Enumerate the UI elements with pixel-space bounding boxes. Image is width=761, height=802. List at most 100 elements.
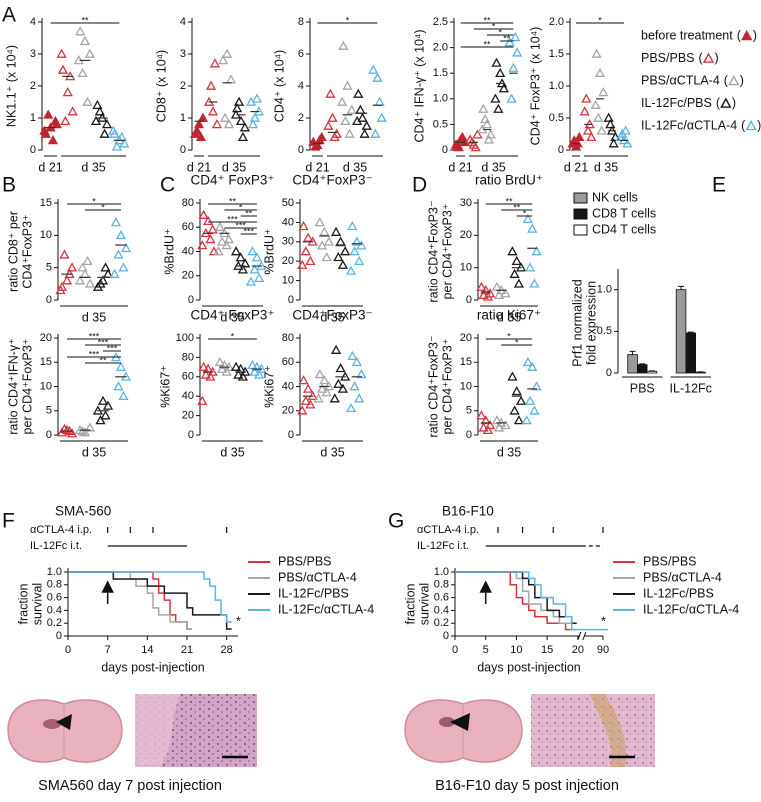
y-axis-label: per CD4⁺FoxP3⁺: [440, 339, 454, 435]
data-point: [320, 228, 328, 235]
data-point: [102, 412, 110, 419]
data-point: [227, 76, 235, 83]
legend-bracket: ): [753, 28, 757, 42]
y-tick-label: 1.0: [597, 284, 612, 296]
y-tick-label: 0: [188, 294, 194, 306]
data-point: [339, 42, 347, 49]
legend-label: PBS/PBS: [278, 554, 332, 568]
y-axis-label: Prf1 normalized: [570, 279, 584, 367]
data-point: [361, 130, 369, 137]
data-point: [221, 114, 229, 121]
y-tick-label: 20: [460, 229, 472, 241]
significance-label: **: [503, 33, 511, 43]
legend-label: PBS/αCTLA-4: [278, 570, 357, 584]
panel-label: F: [2, 510, 15, 533]
y-tick-label: 60: [182, 371, 194, 383]
y-tick-label: 1.5: [433, 67, 448, 79]
data-point: [472, 143, 480, 150]
data-point: [112, 218, 120, 225]
data-point: [117, 363, 125, 370]
y-tick-label: 2.0: [549, 16, 564, 28]
y-tick-label: 0: [188, 429, 194, 441]
data-point: [120, 392, 128, 399]
data-point: [207, 82, 215, 89]
data-point: [483, 120, 491, 127]
survival-curve: [68, 572, 232, 629]
y-tick-label: 10: [460, 262, 472, 274]
data-point: [356, 106, 364, 113]
y-tick-label: 10: [460, 380, 472, 392]
significance-label: ***: [243, 226, 254, 236]
significance-label: **: [483, 39, 491, 49]
y-tick-label: 0: [298, 144, 304, 156]
y-axis-label: NK1.1⁺ (x 10⁴): [4, 45, 18, 127]
data-point: [511, 33, 519, 40]
bar: [686, 333, 696, 373]
y-axis-label: CD4⁺ (x 10⁴): [272, 50, 286, 122]
data-point: [324, 122, 332, 129]
survival-curve: [455, 572, 608, 630]
significance-label: *: [523, 208, 527, 218]
x-axis-label: days post-injection: [101, 660, 205, 674]
significance-label: **: [245, 208, 253, 218]
legend-symbol: [721, 99, 730, 107]
y-tick-label: 0.2: [434, 617, 449, 629]
data-point: [304, 385, 312, 392]
data-point: [376, 98, 384, 105]
histology-caption: SMA560 day 7 post injection: [38, 778, 222, 794]
data-point: [211, 60, 219, 67]
legend-label: PBS/PBS: [641, 51, 695, 65]
schedule-label: IL-12Fc i.t.: [30, 540, 82, 552]
histology-caption: B16-F10 day 5 post injection: [435, 778, 619, 794]
x-tick-label: 14: [141, 644, 153, 656]
data-point: [491, 95, 499, 102]
x-group-label: d 35: [81, 160, 105, 174]
chart-title: CD4⁺FoxP3⁻: [292, 173, 372, 188]
legend-bracket: ): [715, 51, 719, 65]
significance-label: *: [236, 614, 241, 628]
y-axis-label: ratio CD4⁺FoxP3⁻: [426, 335, 440, 437]
y-tick-label: 2: [30, 80, 36, 92]
data-point: [99, 397, 107, 404]
data-point: [111, 270, 119, 277]
data-point: [200, 211, 208, 218]
y-tick-label: 0.4: [434, 604, 449, 616]
y-tick-label: 30: [282, 236, 294, 248]
y-tick-label: 0.5: [597, 325, 612, 337]
data-point: [117, 231, 125, 238]
data-point: [232, 248, 240, 255]
y-tick-label: 4: [298, 80, 304, 92]
bar: [628, 355, 638, 373]
y-tick-label: 80: [282, 332, 294, 344]
y-tick-label: 80: [182, 351, 194, 363]
data-point: [599, 88, 607, 95]
data-point: [209, 226, 217, 233]
y-tick-label: 1.0: [434, 566, 449, 578]
data-point: [495, 291, 503, 298]
data-point: [348, 352, 356, 359]
data-point: [198, 241, 206, 248]
data-point: [306, 257, 314, 264]
data-point: [496, 69, 504, 76]
data-point: [248, 248, 256, 255]
x-tick-label: 0: [65, 644, 71, 656]
x-group-label: d 35: [497, 445, 521, 459]
significance-label: *: [601, 614, 606, 628]
y-tick-label: 0: [442, 144, 448, 156]
data-point: [334, 380, 342, 387]
y-axis-label: ratio CD8⁺ per: [6, 211, 20, 292]
data-point: [329, 114, 337, 121]
significance-label: *: [492, 21, 496, 31]
y-tick-label: 1.0: [47, 566, 62, 578]
y-tick-label: 0: [443, 630, 449, 642]
y-tick-label: 0: [288, 294, 294, 306]
y-tick-label: 1: [180, 112, 186, 124]
y-tick-label: 0: [180, 144, 186, 156]
y-tick-label: 15: [40, 356, 52, 368]
data-point: [598, 127, 606, 134]
error-bar: [630, 351, 636, 354]
data-point: [239, 133, 247, 140]
x-group-label: d 35: [220, 445, 244, 459]
